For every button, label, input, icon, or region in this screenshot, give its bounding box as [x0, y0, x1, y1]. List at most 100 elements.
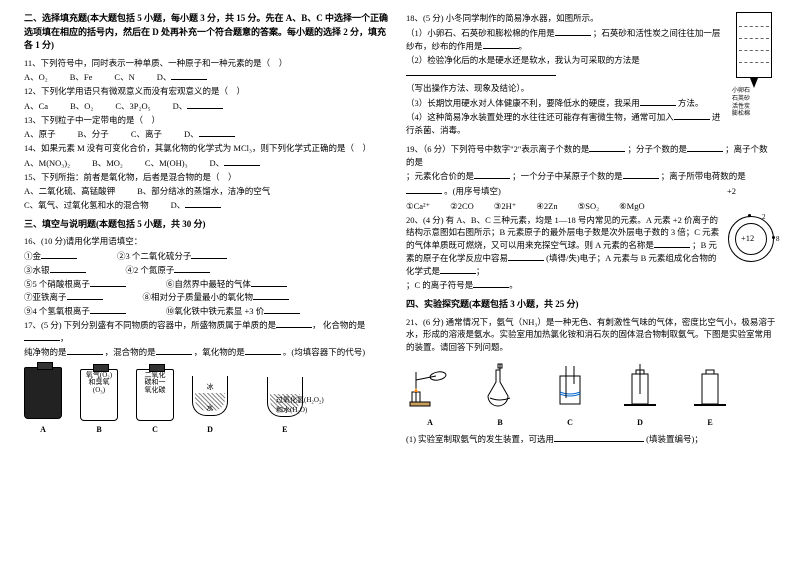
apparatus-b: B: [476, 362, 524, 429]
c-l3: 氧化碳: [145, 386, 166, 394]
filter-device-icon: 小卵石 石英砂 活性炭 膨松棉: [732, 12, 776, 119]
q12-options: A、Ca B、O₂ C、3P₂O₅ D、: [24, 100, 394, 113]
apparatus-c: C: [546, 362, 594, 429]
q16-2b: ④2 个氮原子: [126, 265, 175, 275]
q16-4b: ⑧相对分子质量最小的氧化物: [143, 292, 254, 302]
cap-app-b: B: [476, 417, 524, 429]
q16-row4: ⑦亚铁离子 ⑧相对分子质量最小的氧化物: [24, 291, 394, 304]
beaker-c: 二氧化碳和一氧化碳 C: [136, 369, 174, 436]
q11-d-blank: [171, 71, 207, 80]
q19b: ；分子个数的是: [627, 144, 687, 154]
q15-options-2: C、氧气、过氧化氢和水的混合物 D、: [24, 199, 394, 212]
q20d: ；C 的离子符号是: [406, 280, 473, 290]
q17-line2: 纯净物的是 ，混合物的是 ，氧化物的是 。(均填容器下的代号): [24, 346, 394, 359]
q16-5a: ⑨4 个氢氧根离子: [24, 306, 90, 316]
q20-line2: ；C 的离子符号是。: [406, 279, 776, 292]
q19-line2: ；元素化合价的是 ；一个分子中某原子个数的是 ；离子所带电荷数的是: [406, 170, 776, 183]
q14: 14、如果元素 M 没有可变化合价，其氯化物的化学式为 MCl₃，则下列化学式正…: [24, 142, 394, 155]
q12-a: A、Ca: [24, 100, 48, 113]
q19-box: +2: [727, 185, 736, 198]
q19-opt-d: ④2Zn: [536, 200, 557, 213]
filter-label-1: 石英砂: [732, 96, 776, 104]
q17-e: 。(均填容器下的代号): [283, 347, 365, 357]
q16-1a: ①金: [24, 251, 41, 261]
q17: 17、(5 分) 下列分别盛有不同物质的容器中，所盛物质属于单质的是， 化合物的…: [24, 319, 394, 345]
q21-1: (1) 实验室制取氨气的发生装置，可选用 (填装置编号)；: [406, 433, 776, 446]
blank: [90, 278, 126, 287]
blank: [640, 97, 676, 106]
apparatus-d: D: [616, 362, 664, 429]
blank: [174, 264, 210, 273]
q19d: ；元素化合价的是: [406, 171, 474, 181]
right-column: 小卵石 石英砂 活性炭 膨松棉 18、(5 分) 小冬同学制作的简易净水器，如图…: [400, 12, 782, 553]
q16-row5: ⑨4 个氢氧根离子 ⑩氧化铁中铁元素显 +3 价: [24, 305, 394, 318]
q11: 11、下列符号中，同时表示一种单质、一种原子和一种元素的是（ ）: [24, 57, 394, 70]
q19: 19、（6 分）下列符号中数字"2"表示离子个数的是 ；分子个数的是 ；离子个数…: [406, 143, 776, 169]
apparatus-row: A B C D E: [406, 362, 776, 429]
q18-4: （4）这种简易净水装置处理的水往往还可能存有害微生物，通常可加入 进行杀菌、消毒…: [406, 111, 776, 137]
blank: [508, 252, 544, 261]
q16-2a: ③水银: [24, 265, 50, 275]
q13-d-blank: [199, 128, 235, 137]
q16-1b: ②3 个二氧化硫分子: [117, 251, 191, 261]
left-column: 二、选择填充题(本大题包括 5 小题，每小题 3 分，共 15 分。先在 A、B…: [18, 12, 400, 553]
q18-4-text: （4）这种简易净水装置处理的水往往还可能存有害微生物，通常可加入: [406, 112, 674, 122]
blank: [555, 27, 591, 36]
q13-options: A、原子 B、分子 C、离子 D、: [24, 128, 394, 141]
blank: [191, 250, 227, 259]
cap-app-e: E: [686, 417, 734, 429]
q21-1b-text: (填装置编号)；: [646, 434, 703, 444]
d-l1: 冰: [207, 383, 214, 391]
q15: 15、下列所指：前者是氧化物，后者是混合物的是（ ）: [24, 171, 394, 184]
q18-1: （1）小卵石、石英砂和膨松棉的作用是 ；石英砂和活性炭之间往往加一层纱布，纱布的…: [406, 27, 776, 53]
blank: [253, 291, 289, 300]
q16-3a: ⑤5 个硝酸根离子: [24, 279, 90, 289]
apparatus-a: A: [406, 362, 454, 429]
blank: [276, 319, 312, 328]
q17-f: 化合物的是: [323, 320, 366, 330]
blank: [654, 239, 690, 248]
q18-3-text: （3）长期饮用硬水对人体健康不利，要降低水的硬度，我采用: [406, 98, 640, 108]
q11-a: A、O₂: [24, 71, 48, 84]
q19-opt-a: ①Ca²⁺: [406, 200, 430, 213]
q21: 21、(6 分) 通常情况下，氨气（NH₃）是一种无色、有刺激性气味的气体，密度…: [406, 316, 776, 354]
cap-app-c: C: [546, 417, 594, 429]
b-l3: (O₃): [93, 386, 105, 394]
q13-c: C、离子: [131, 128, 162, 141]
q17-d: ，氧化物的是: [194, 347, 245, 357]
q14-d-blank: [224, 157, 260, 166]
q19-opt-f: ⑥MgO: [619, 200, 645, 213]
blank: [264, 305, 300, 314]
q18-2: （2）检验净化后的水是硬水还是软水，我认为可采取的方法是: [406, 54, 776, 80]
q16-row2: ③水银 ④2 个氮原子: [24, 264, 394, 277]
q19-text: 19、（6 分）下列符号中数字"2"表示离子个数的是: [406, 144, 589, 154]
q15-options-1: A、二氧化硫、高锰酸钾 B、部分结冰的蒸馏水，洁净的空气: [24, 185, 394, 198]
atom-diagram-icon: +12 2 8: [726, 214, 776, 264]
q16-row3: ⑤5 个硝酸根离子 ⑥自然界中最轻的气体: [24, 278, 394, 291]
q16-5b: ⑩氧化铁中铁元素显 +3 价: [166, 306, 264, 316]
q18-2-text: （2）检验净化后的水是硬水还是软水，我认为可采取的方法是: [406, 55, 640, 65]
q12-d: D、: [173, 101, 188, 111]
cap-e: E: [246, 424, 324, 436]
blank: [440, 265, 476, 274]
blank: [473, 279, 509, 288]
q18-3b-text: 方法。: [678, 98, 704, 108]
q15-d: D、: [171, 200, 186, 210]
q19-options: ①Ca²⁺ ②2CO ③2H⁺ ④2Zn ⑤SO₂ ⑥MgO: [406, 200, 776, 213]
q17-c: ，混合物的是: [105, 347, 156, 357]
q19-opt-e: ⑤SO₂: [578, 200, 599, 213]
q15-b: B、部分结冰的蒸馏水，洁净的空气: [137, 185, 270, 198]
blank: [251, 278, 287, 287]
q18-3: （3）长期饮用硬水对人体健康不利，要降低水的硬度，我采用 方法。: [406, 97, 776, 110]
label-a-top: 氧气: [9, 378, 20, 392]
q19e: ；一个分子中某原子个数的是: [512, 171, 623, 181]
blank: [50, 264, 86, 273]
q15-a: A、二氧化硫、高锰酸钾: [24, 185, 115, 198]
q13-b: B、分子: [78, 128, 109, 141]
q15-c: C、氧气、过氧化氢和水的混合物: [24, 199, 149, 212]
blank: [90, 305, 126, 314]
q17-text: 17、(5 分) 下列分别盛有不同物质的容器中，所盛物质属于单质的是: [24, 320, 276, 330]
q12-b: B、O₂: [70, 100, 93, 113]
q19-opt-c: ③2H⁺: [494, 200, 517, 213]
cap-b: B: [80, 424, 118, 436]
